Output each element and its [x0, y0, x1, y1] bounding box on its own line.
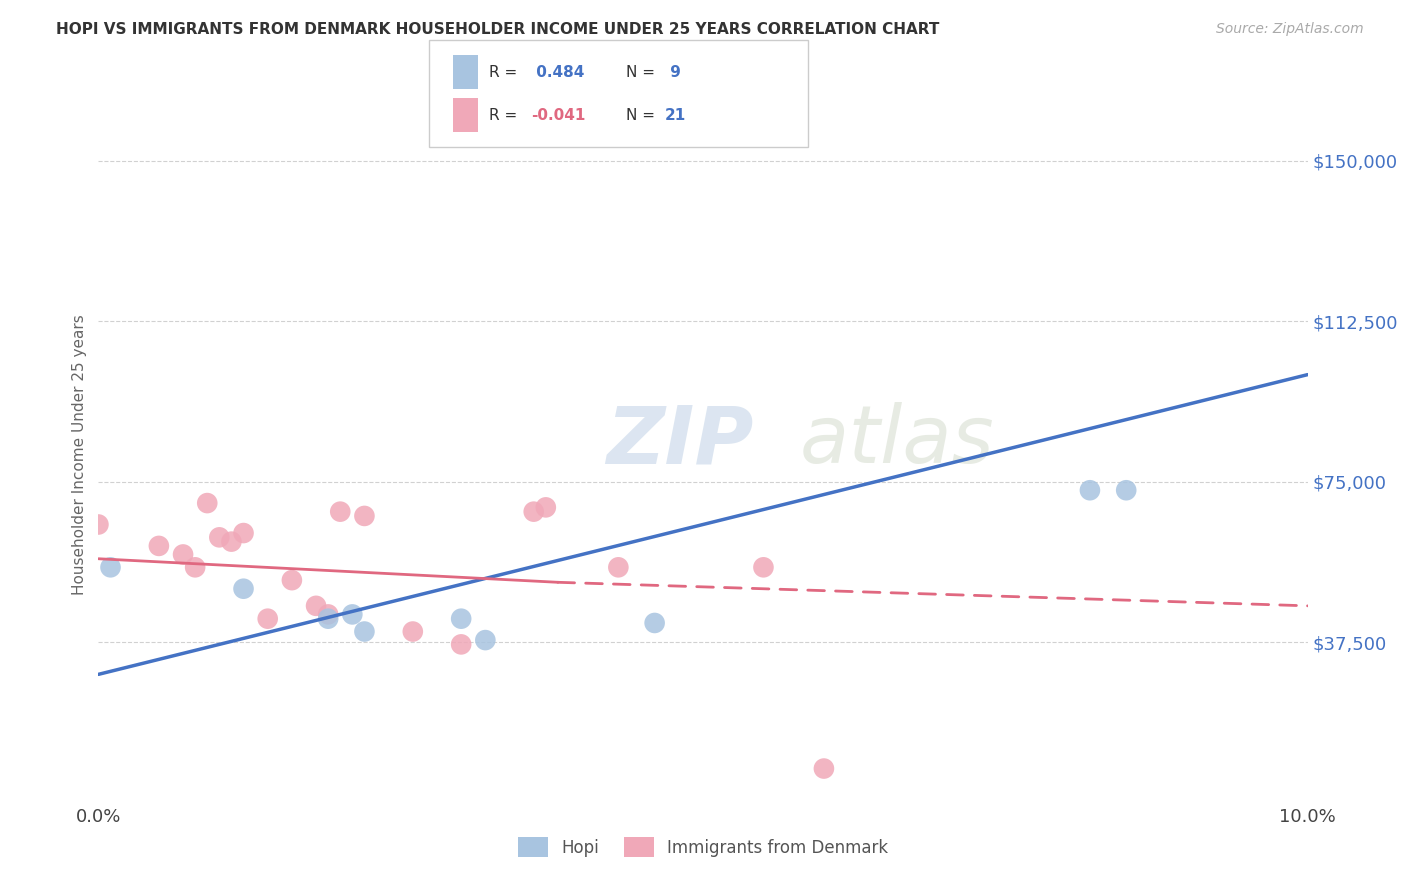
Legend: Hopi, Immigrants from Denmark: Hopi, Immigrants from Denmark: [510, 830, 896, 864]
Point: [208, 530, 231, 544]
Point: [450, 612, 472, 626]
Text: R =: R =: [489, 108, 523, 123]
Point: [752, 560, 775, 574]
Point: [342, 607, 364, 622]
Point: [329, 505, 352, 519]
Point: [644, 615, 666, 630]
Point: [148, 539, 170, 553]
Text: Source: ZipAtlas.com: Source: ZipAtlas.com: [1216, 22, 1364, 37]
Y-axis label: Householder Income Under 25 years: Householder Income Under 25 years: [72, 315, 87, 595]
Text: R =: R =: [489, 64, 523, 79]
Point: [607, 560, 630, 574]
Text: N =: N =: [626, 64, 659, 79]
Point: [281, 573, 304, 587]
Text: atlas: atlas: [800, 402, 994, 480]
Text: 0.484: 0.484: [531, 64, 585, 79]
Point: [87, 517, 110, 532]
Point: [353, 624, 375, 639]
Point: [450, 637, 472, 651]
Point: [1115, 483, 1137, 498]
Point: [353, 508, 375, 523]
Point: [316, 612, 339, 626]
Point: [534, 500, 557, 515]
Point: [256, 612, 278, 626]
Point: [305, 599, 328, 613]
Point: [523, 505, 546, 519]
Point: [316, 607, 339, 622]
Point: [474, 633, 496, 648]
Point: [232, 582, 254, 596]
Text: 21: 21: [665, 108, 686, 123]
Point: [221, 534, 243, 549]
Point: [184, 560, 207, 574]
Point: [195, 496, 218, 510]
Text: 9: 9: [665, 64, 681, 79]
Point: [172, 548, 194, 562]
Point: [1078, 483, 1101, 498]
Text: -0.041: -0.041: [531, 108, 586, 123]
Point: [100, 560, 122, 574]
Point: [813, 762, 835, 776]
Text: ZIP: ZIP: [606, 402, 754, 480]
Text: N =: N =: [626, 108, 659, 123]
Text: HOPI VS IMMIGRANTS FROM DENMARK HOUSEHOLDER INCOME UNDER 25 YEARS CORRELATION CH: HOPI VS IMMIGRANTS FROM DENMARK HOUSEHOL…: [56, 22, 939, 37]
Point: [402, 624, 425, 639]
Point: [232, 526, 254, 541]
